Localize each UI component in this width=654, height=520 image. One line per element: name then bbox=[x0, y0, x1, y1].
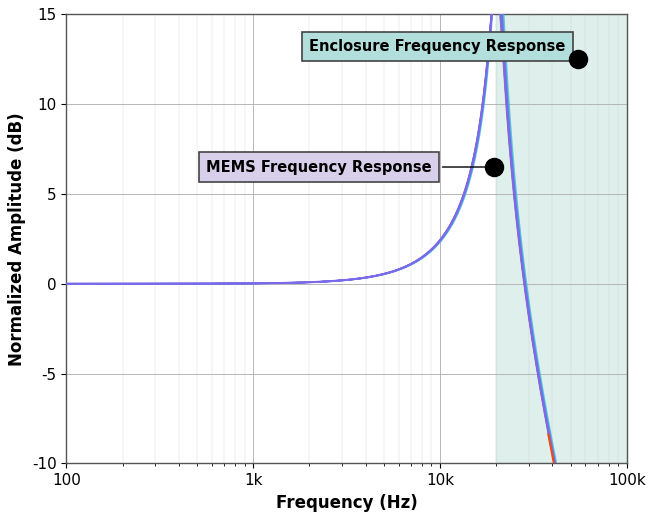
Text: Enclosure Frequency Response: Enclosure Frequency Response bbox=[309, 39, 578, 59]
Bar bbox=[496, 15, 627, 463]
X-axis label: Frequency (Hz): Frequency (Hz) bbox=[276, 493, 417, 512]
Text: MEMS Frequency Response: MEMS Frequency Response bbox=[206, 160, 491, 175]
Y-axis label: Normalized Amplitude (dB): Normalized Amplitude (dB) bbox=[9, 112, 26, 366]
